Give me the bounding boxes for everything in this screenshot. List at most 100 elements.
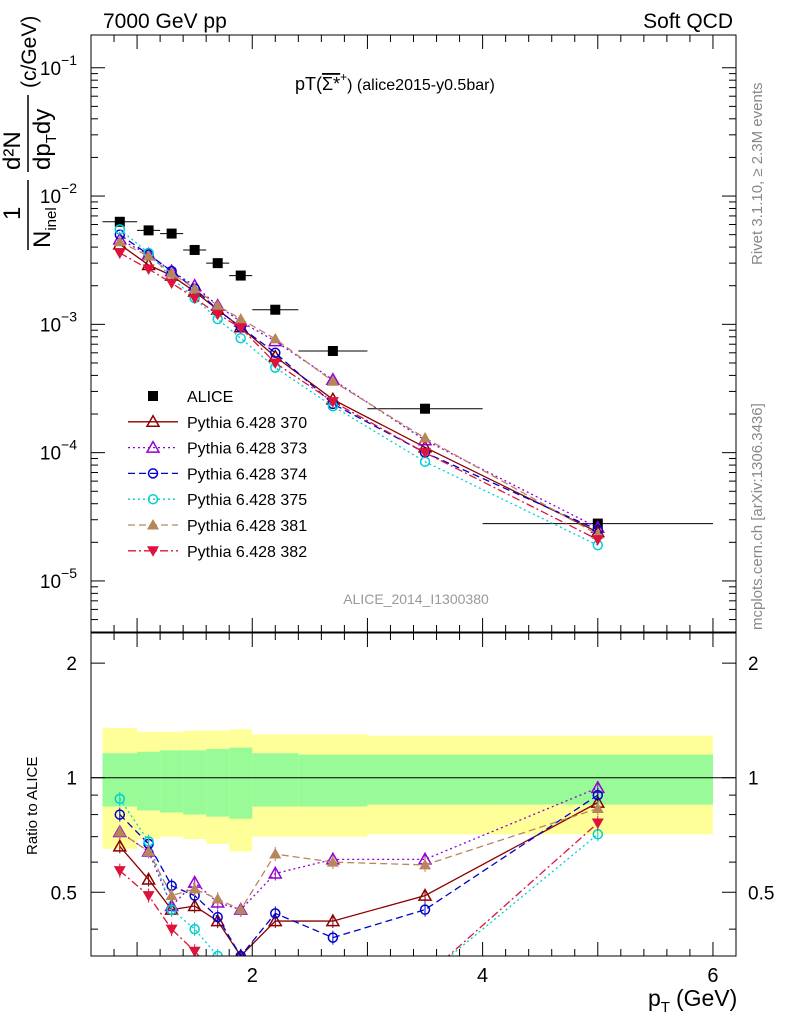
- legend-marker-373: [145, 440, 161, 453]
- ylabel-dy: dy: [29, 109, 56, 134]
- data-point-381: [211, 299, 224, 311]
- ratio-point-382: [142, 891, 155, 902]
- data-point-382: [113, 248, 126, 259]
- ratio-plot-series: [112, 780, 606, 1005]
- tick-exponent: −3: [61, 308, 77, 324]
- series-line-373: [119, 238, 599, 529]
- data-point-ALICE: [166, 228, 177, 239]
- plot-title-particle: Σ*: [322, 74, 340, 94]
- ratio-point-381: [234, 903, 247, 915]
- series-ALICE: [102, 216, 713, 529]
- ratio-point-370: [236, 948, 246, 956]
- ratio-point-375: [212, 950, 223, 956]
- legend-label: Pythia 6.428 382: [187, 544, 307, 561]
- ylabel-n: Ninel: [29, 207, 60, 248]
- series-374: [114, 229, 604, 536]
- legend-marker-375: [147, 493, 159, 505]
- x-axis-label-sub: T: [661, 999, 670, 1016]
- ratio-point-381: [591, 802, 604, 813]
- data-point-381: [234, 313, 247, 324]
- ratio-point-381: [165, 889, 178, 901]
- legend-marker-382: [147, 546, 159, 557]
- ratio-point-370: [141, 872, 156, 885]
- ratio-point-374: [114, 809, 126, 820]
- legend-entry-ALICE: ALICE: [148, 389, 233, 406]
- main-y-tick-label: 10−4: [40, 437, 77, 465]
- ylabel-unit: (c/GeV): [18, 16, 41, 88]
- ratio-y-tick-label-left: 0.5: [51, 883, 77, 904]
- data-point-381: [326, 375, 339, 386]
- ratio-point-381: [188, 882, 201, 894]
- ratio-ylabel: Ratio to ALICE: [24, 757, 41, 855]
- ylabel-n-main: N: [29, 231, 56, 248]
- ylabel-one: 1: [0, 207, 26, 220]
- ratio-point-374: [212, 911, 223, 923]
- data-point-375: [114, 224, 126, 235]
- x-axis-label: pT (GeV): [648, 985, 737, 1016]
- data-point-375: [235, 332, 246, 344]
- ratio-point-373: [267, 866, 283, 879]
- legend-label: Pythia 6.428 374: [187, 466, 307, 483]
- legend-entry-381: Pythia 6.428 381: [128, 518, 307, 535]
- x-tick-label: 2: [247, 965, 258, 987]
- tick-exponent: −1: [61, 52, 77, 68]
- ratio-point-382: [269, 972, 281, 983]
- ratio-point-370: [267, 913, 283, 927]
- tick-exponent: −2: [61, 180, 77, 196]
- header-left: 7000 GeV pp: [103, 10, 227, 33]
- legend-label: Pythia 6.428 370: [187, 415, 307, 432]
- tick-base: 10: [40, 59, 61, 80]
- rivet-label: Rivet 3.1.10, ≥ 2.3M events: [749, 83, 766, 266]
- ratio-y-tick-label-right: 0.5: [748, 883, 774, 904]
- plot-title-sup: +: [340, 70, 347, 84]
- ratio-point-375: [189, 923, 200, 935]
- data-point-382: [211, 309, 224, 321]
- legend-entry-375: Pythia 6.428 375: [128, 492, 307, 509]
- legend-marker-370: [145, 414, 161, 428]
- site-label: mcplots.cern.ch [arXiv:1306.3436]: [749, 403, 766, 630]
- legend-entry-370: Pythia 6.428 370: [128, 414, 307, 432]
- data-point-382: [142, 264, 155, 276]
- series-line-374: [119, 234, 599, 531]
- ratio-point-370: [187, 898, 202, 912]
- legend-label: Pythia 6.428 373: [187, 441, 307, 458]
- ratio-point-370: [417, 888, 433, 901]
- plot-title: pT(Σ*+) (alice2015-y0.5bar): [295, 70, 495, 94]
- ratio-point-382: [235, 984, 247, 995]
- ratio-point-374: [327, 932, 339, 943]
- tick-base: 10: [40, 572, 61, 593]
- legend-entry-382: Pythia 6.428 382: [128, 544, 307, 561]
- tick-base: 10: [40, 315, 61, 336]
- ratio-band-inner: [137, 751, 161, 811]
- ratio-band-inner: [367, 754, 483, 805]
- x-tick-label: 4: [477, 965, 488, 987]
- ylabel-dp: dp: [29, 143, 56, 170]
- data-point-381: [142, 250, 155, 261]
- series-line-381: [119, 241, 599, 536]
- main-y-tick-label: 10−5: [40, 565, 77, 593]
- ratio-point-381: [326, 856, 339, 867]
- ratio-band-inner: [206, 748, 230, 817]
- ylabel-d2n: d²N: [0, 131, 26, 170]
- ratio-y-tick-label-left: 1: [66, 769, 77, 790]
- ratio-y-tick-label-right: 2: [748, 654, 759, 675]
- ratio-point-375: [328, 996, 337, 1005]
- ratio-series-382: [113, 816, 604, 995]
- ratio-line-370: [119, 802, 599, 956]
- data-point-ALICE: [235, 270, 246, 281]
- series-373: [112, 231, 606, 533]
- legend-entry-373: Pythia 6.428 373: [128, 440, 307, 458]
- axes: 10−110−210−310−410−52 21 10.5 0.52 4 6: [40, 34, 774, 987]
- x-axis-label-unit: (GeV): [676, 985, 737, 1011]
- data-point-381: [188, 282, 201, 294]
- ratio-uncertainty-band: [102, 728, 713, 852]
- data-point-ALICE: [114, 216, 125, 227]
- data-point-382: [165, 278, 178, 290]
- ylabel-dpdy: dpTdy: [29, 109, 60, 170]
- ratio-point-381: [269, 848, 282, 859]
- series-line-375: [119, 228, 599, 546]
- main-plot-series: [102, 216, 713, 551]
- ratio-point-382: [165, 924, 178, 936]
- series-line-382: [119, 252, 599, 541]
